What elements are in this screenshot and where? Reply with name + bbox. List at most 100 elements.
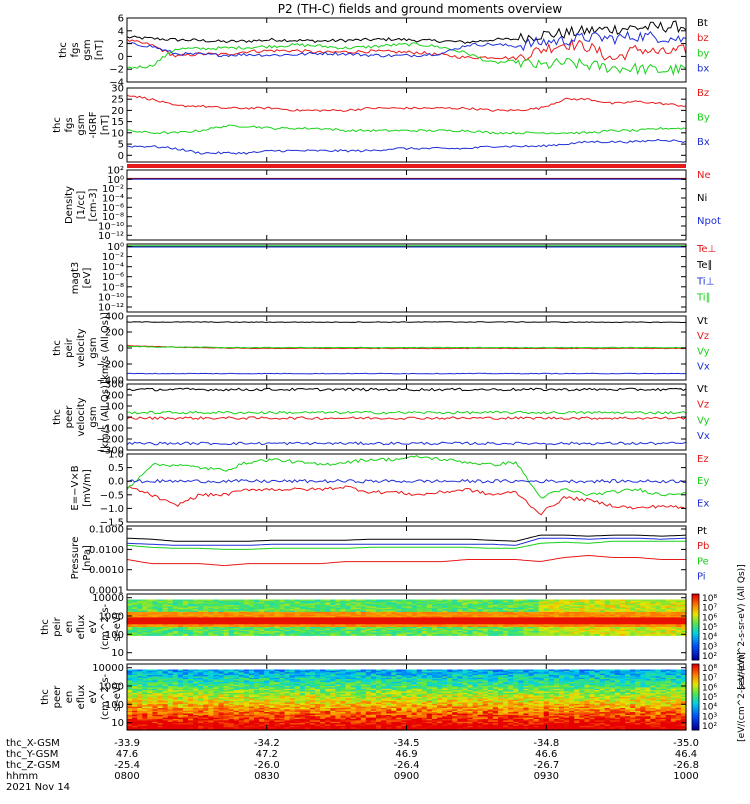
spectrogram-cell — [208, 634, 214, 636]
series-line-by — [127, 43, 686, 75]
spectrogram-cell — [539, 634, 545, 636]
panel-frame — [127, 18, 686, 82]
y-tick-label: 4 — [118, 26, 124, 37]
y-axis-label-line: [eV] — [82, 268, 93, 289]
colorbar-tick-label: 10⁸ — [702, 594, 717, 604]
y-axis-label-line: thc — [52, 117, 63, 133]
spectrogram-cell — [534, 634, 540, 636]
spectrogram-cell — [518, 634, 524, 636]
y-axis-label-line: [1/cc] — [76, 191, 87, 220]
spectrogram-cell — [147, 634, 153, 636]
legend-entry: by — [697, 48, 709, 59]
spectrogram-cell — [137, 634, 143, 636]
y-axis-label-line: gsm — [82, 39, 93, 60]
series-line-Vz — [127, 417, 686, 420]
y-tick-label: 6 — [118, 14, 124, 25]
legend-entry: Bt — [697, 18, 708, 29]
spectrogram-cell — [610, 634, 616, 636]
y-tick-label: −0.5 — [100, 490, 124, 501]
y-axis-label-line: thc — [52, 340, 63, 356]
legend-entry: Ez — [697, 454, 709, 465]
spectrogram-cell — [229, 634, 235, 636]
y-axis-label-line: eflux — [76, 615, 87, 640]
spectrogram-cell — [447, 634, 453, 636]
legend-entry: Vz — [697, 331, 709, 342]
spectrogram-cell — [219, 634, 225, 636]
series-line-By — [127, 125, 686, 134]
spectrogram-cell — [315, 634, 321, 636]
panel-temperature: Te⊥Te∥Ti⊥Ti∥10⁰10⁻²10⁻⁴10⁻⁶10⁻⁸10⁻¹⁰10⁻¹… — [70, 242, 716, 314]
panel-density: NeNiNpot10²10⁰10⁻²10⁻⁴10⁻⁶10⁻⁸10⁻¹⁰10⁻¹²… — [64, 166, 721, 242]
spectrogram-cell — [305, 634, 311, 636]
spectrogram-cell — [142, 634, 148, 636]
colorbar-tick-label: 10⁵ — [702, 623, 717, 633]
spectrogram-cell — [239, 634, 245, 636]
y-tick-label: 10⁻¹² — [98, 231, 124, 242]
panel-frame — [127, 88, 686, 162]
spectrogram-cell — [173, 634, 179, 636]
spectrogram-cell — [188, 634, 194, 636]
legend-entry: Vx — [697, 431, 710, 442]
series-line-Ex — [127, 480, 686, 483]
spectrogram-cell — [412, 634, 418, 636]
legend-entry: Pb — [697, 541, 709, 552]
y-tick-label: 0.0100 — [89, 545, 124, 556]
y-axis-label-line: magt3 — [70, 262, 81, 295]
spectrogram-cell — [249, 634, 255, 636]
y-tick-label: 10000 — [92, 593, 124, 604]
y-tick-label: 5 — [118, 140, 124, 151]
spectrogram-cell — [503, 634, 509, 636]
legend-entry: Bz — [697, 88, 709, 99]
spectrogram-cell — [280, 634, 286, 636]
spectrogram-cell — [310, 634, 316, 636]
y-axis-label-line: peer — [64, 405, 75, 429]
y-axis-label-line: gsm — [76, 114, 87, 135]
legend-entry: Vt — [697, 384, 708, 395]
spectrogram-cell — [478, 634, 484, 636]
y-tick-label: −1.0 — [100, 504, 124, 515]
legend-entry: Pt — [697, 526, 707, 537]
series-line-Ez — [127, 486, 686, 515]
spectrogram-cell — [569, 634, 575, 636]
y-axis-label-line: Density — [64, 186, 75, 224]
spectrogram-cell — [244, 634, 250, 636]
spectrogram-cell — [361, 634, 367, 636]
colorbar-tick-label: 10⁴ — [702, 633, 717, 643]
spectrogram-cell — [600, 634, 606, 636]
y-axis-label-line: -IGRF — [88, 111, 99, 138]
spectrogram-cell — [351, 634, 357, 636]
legend-entry: Vz — [697, 400, 709, 411]
spectrogram-cell — [178, 634, 184, 636]
y-tick-label: 1.0 — [108, 450, 124, 461]
legend-entry: Pi — [697, 571, 706, 582]
spectrogram-cell — [488, 634, 494, 636]
series-line-Vt — [127, 322, 686, 323]
spectrogram-cell — [320, 634, 326, 636]
panel-frame — [127, 384, 686, 450]
spectrogram-cell — [544, 634, 550, 636]
spectrogram-cell — [661, 634, 667, 636]
series-line-Vx — [127, 373, 686, 374]
colorbar-tick-label: 10⁷ — [702, 604, 717, 614]
spectrogram-cell — [513, 634, 519, 636]
spectrogram-cell — [635, 634, 641, 636]
spectrogram-cell — [554, 634, 560, 636]
spectrogram-cell — [264, 634, 270, 636]
legend-entry: Ey — [697, 476, 709, 487]
y-tick-label: 10 — [111, 128, 124, 139]
series-line-Vy — [127, 411, 686, 414]
spectrogram-cell — [529, 634, 535, 636]
panel-pressure: PtPbPePi0.10000.01000.00100.0001Pressure… — [70, 525, 709, 597]
spectrogram-cell — [671, 634, 677, 636]
spectrogram-cell — [407, 634, 413, 636]
spectrogram-cell — [589, 634, 595, 636]
panel-peer_eflux: 10⁸10⁷10⁶10⁵10⁴10³10²[eV/(cm^2-s-sr-eV)]… — [40, 652, 747, 742]
legend-entry: Npot — [697, 216, 721, 227]
y-axis-label-line: velocity — [76, 397, 87, 436]
legend-entry: Vx — [697, 361, 710, 372]
spectrogram-cell — [666, 634, 672, 636]
spectrogram-cell — [285, 634, 291, 636]
